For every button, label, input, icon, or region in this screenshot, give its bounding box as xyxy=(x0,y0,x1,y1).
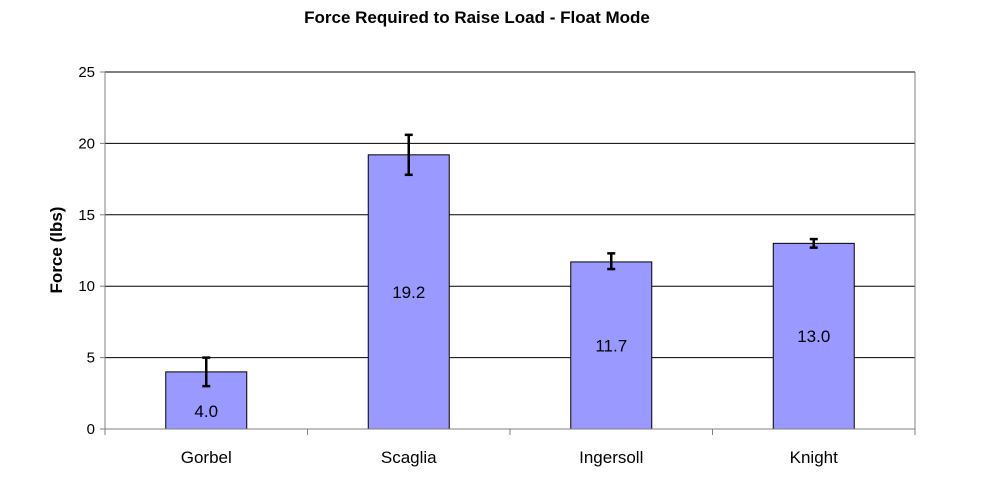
y-tick-label: 20 xyxy=(78,135,95,152)
data-label-scaglia: 19.2 xyxy=(392,283,425,302)
bar-knight xyxy=(772,242,855,430)
x-tick-label: Ingersoll xyxy=(579,448,643,467)
y-axis-title: Force (lbs) xyxy=(47,207,66,294)
axes xyxy=(100,71,916,435)
bar-ingersoll xyxy=(570,261,653,430)
x-tick-label: Gorbel xyxy=(181,448,232,467)
y-tick-label: 0 xyxy=(87,421,95,438)
y-tick-label: 25 xyxy=(78,64,95,81)
error-bar-knight xyxy=(809,237,818,249)
y-tick-label: 5 xyxy=(87,350,95,367)
y-tick-label: 10 xyxy=(78,278,95,295)
chart-title: Force Required to Raise Load - Float Mod… xyxy=(304,8,650,27)
error-bar-gorbel xyxy=(202,356,211,388)
error-bar-ingersoll xyxy=(607,252,616,271)
labels: 0 5 10 15 20 25 4.0 Gorbel 19.2 Scaglia 11.7 Ingers… xyxy=(78,64,838,467)
x-tick-label: Scaglia xyxy=(381,448,437,467)
data-label-ingersoll: 11.7 xyxy=(595,336,627,355)
x-tick-label: Knight xyxy=(790,448,838,467)
bar-scaglia xyxy=(367,154,450,430)
y-tick-label: 15 xyxy=(78,207,95,224)
data-label-knight: 13.0 xyxy=(797,327,830,346)
data-label-gorbel: 4.0 xyxy=(194,402,218,421)
bars xyxy=(165,133,855,430)
error-bar-scaglia xyxy=(404,133,413,177)
